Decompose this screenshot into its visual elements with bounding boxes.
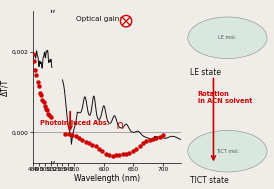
Text: ∩: ∩: [116, 119, 124, 132]
Ellipse shape: [188, 130, 267, 172]
Y-axis label: ΔT/T: ΔT/T: [1, 78, 10, 95]
Text: Rotation
in ACN solvent: Rotation in ACN solvent: [198, 91, 252, 104]
Text: Photoinduced Abs:: Photoinduced Abs:: [40, 120, 110, 126]
Text: TICT state: TICT state: [190, 176, 229, 185]
Text: TICT mol.: TICT mol.: [216, 149, 239, 154]
X-axis label: Wavelength (nm): Wavelength (nm): [74, 174, 140, 183]
Ellipse shape: [188, 17, 267, 59]
Text: LE state: LE state: [190, 68, 221, 77]
Text: Optical gain:: Optical gain:: [76, 16, 122, 22]
Text: LE mol.: LE mol.: [218, 35, 236, 40]
